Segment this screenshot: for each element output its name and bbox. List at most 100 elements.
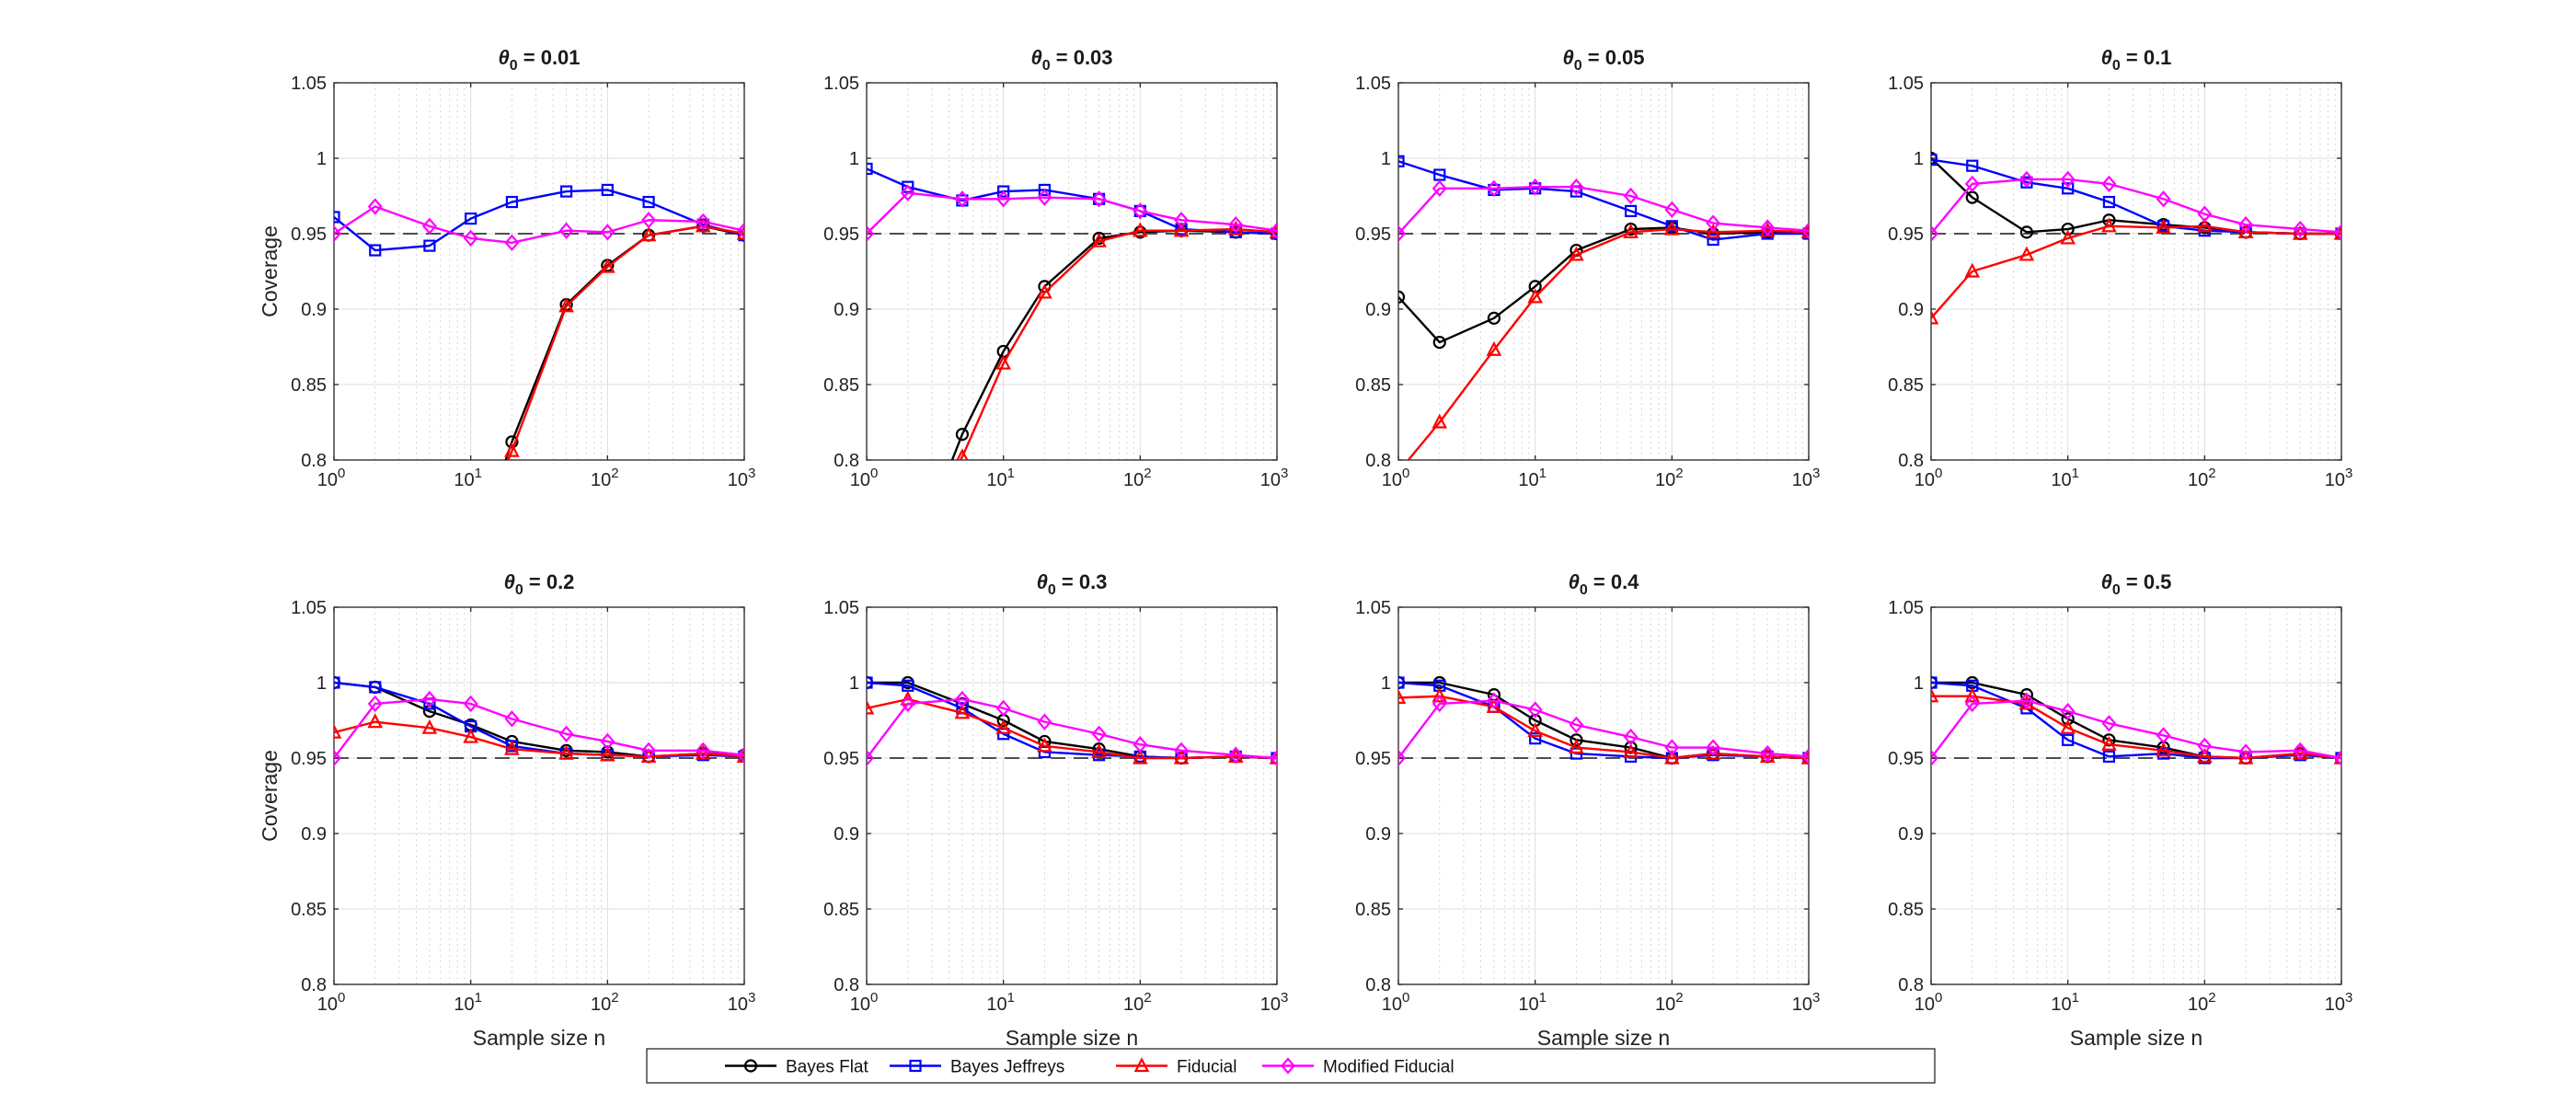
data-point-fiducial bbox=[1527, 288, 1543, 304]
plot-area bbox=[1398, 83, 1809, 460]
series-line-modified-fiducial bbox=[334, 697, 744, 759]
series-line-bayes-jeffreys bbox=[334, 189, 744, 252]
legend-item-modified-fiducial: Modified Fiducial bbox=[1262, 1057, 1455, 1077]
y-tick-label: 0.8 bbox=[1898, 975, 1924, 995]
series-layer bbox=[1398, 155, 1809, 460]
y-tick-label: 0.95 bbox=[291, 749, 327, 769]
panel-title: θ0 = 0.4 bbox=[1569, 570, 1640, 598]
panel-title: θ0 = 0.2 bbox=[504, 570, 575, 598]
data-point-modified-fiducial bbox=[1037, 713, 1052, 730]
data-point-bayes-jeffreys bbox=[1433, 168, 1446, 181]
data-point-modified-fiducial bbox=[1091, 725, 1107, 742]
data-point-modified-fiducial bbox=[558, 725, 574, 742]
series-layer bbox=[867, 162, 1277, 460]
data-point-modified-fiducial bbox=[1623, 187, 1639, 205]
data-point-fiducial bbox=[1133, 222, 1148, 237]
axes-box bbox=[333, 606, 745, 985]
y-tick-label: 1 bbox=[1914, 149, 1924, 169]
series-line-fiducial bbox=[1407, 227, 1809, 460]
data-point-modified-fiducial bbox=[696, 213, 711, 231]
chart-panel-7: 0.8 0.85 0.9 0.95 1 1.05 100 101 102 103 θ0 = 0.4 S… bbox=[1355, 570, 1820, 1050]
data-point-bayes-flat bbox=[1570, 733, 1583, 747]
series-modified-fiducial bbox=[1398, 178, 1809, 243]
data-point-modified-fiducial bbox=[1398, 224, 1406, 243]
y-tick-label: 1.05 bbox=[291, 598, 327, 618]
data-point-bayes-jeffreys bbox=[334, 676, 340, 689]
data-point-bayes-jeffreys bbox=[867, 676, 873, 689]
data-point-modified-fiducial bbox=[954, 690, 970, 708]
data-point-bayes-jeffreys bbox=[505, 195, 519, 209]
data-point-fiducial bbox=[2237, 223, 2254, 238]
chart-panel-1: 0.8 0.85 0.9 0.95 1 1.05 100 101 102 103 θ0 = 0.01… bbox=[258, 46, 755, 490]
data-point-fiducial bbox=[1173, 749, 1190, 765]
y-tick-label: 0.85 bbox=[1888, 900, 1924, 920]
data-point-bayes-flat bbox=[505, 435, 519, 449]
data-point-bayes-jeffreys bbox=[2062, 182, 2075, 195]
data-point-modified-fiducial bbox=[867, 224, 874, 243]
y-tick-label: 0.95 bbox=[1355, 224, 1391, 245]
y-tick-label: 0.85 bbox=[291, 900, 327, 920]
data-point-fiducial bbox=[2060, 719, 2076, 734]
legend-marker bbox=[1281, 1057, 1295, 1075]
data-point-fiducial bbox=[1091, 232, 1107, 247]
x-axis-label: Sample size n bbox=[473, 1026, 605, 1050]
legend-label: Modified Fiducial bbox=[1323, 1058, 1455, 1077]
chart-panel-2: 0.8 0.85 0.9 0.95 1 1.05 100 101 102 103 θ0 = 0.03 bbox=[823, 46, 1288, 490]
x-tick-label: 102 bbox=[2188, 990, 2216, 1015]
legend-label: Fiducial bbox=[1177, 1058, 1236, 1077]
x-tick-label: 103 bbox=[1792, 466, 1821, 490]
data-point-modified-fiducial bbox=[1623, 728, 1639, 746]
data-point-fiducial bbox=[2156, 742, 2171, 757]
y-tick-label: 0.85 bbox=[1355, 375, 1391, 396]
series-modified-fiducial bbox=[1931, 692, 2341, 767]
data-point-modified-fiducial bbox=[421, 690, 437, 708]
data-point-fiducial bbox=[1705, 223, 1721, 238]
panel-title: θ0 = 0.05 bbox=[1562, 46, 1644, 74]
data-point-bayes-jeffreys bbox=[2102, 195, 2116, 209]
data-point-bayes-flat bbox=[2061, 712, 2075, 726]
series-line-fiducial bbox=[959, 227, 1277, 460]
y-tick-label: 0.85 bbox=[1355, 900, 1391, 920]
data-point-fiducial bbox=[1486, 340, 1502, 356]
data-point-bayes-jeffreys bbox=[997, 185, 1010, 198]
data-point-fiducial bbox=[2237, 749, 2254, 765]
data-point-modified-fiducial bbox=[1664, 201, 1680, 218]
series-layer bbox=[1931, 675, 2341, 767]
data-point-bayes-flat bbox=[1432, 335, 1446, 350]
axes-box bbox=[866, 82, 1278, 461]
y-tick-label: 0.95 bbox=[823, 224, 859, 245]
axes-box bbox=[333, 82, 745, 461]
data-point-modified-fiducial bbox=[2018, 692, 2034, 709]
data-point-fiducial bbox=[736, 747, 744, 763]
data-point-modified-fiducial bbox=[2197, 205, 2213, 223]
data-point-fiducial bbox=[1486, 697, 1502, 713]
data-point-modified-fiducial bbox=[600, 224, 615, 241]
data-point-modified-fiducial bbox=[2293, 220, 2308, 238]
data-point-fiducial bbox=[867, 699, 875, 715]
data-point-modified-fiducial bbox=[737, 746, 744, 764]
y-tick-label: 1 bbox=[1381, 149, 1391, 169]
data-point-fiducial bbox=[1664, 220, 1680, 236]
data-point-fiducial bbox=[954, 704, 971, 719]
data-point-modified-fiducial bbox=[2293, 742, 2308, 759]
axes-box bbox=[1930, 606, 2342, 985]
y-tick-label: 1 bbox=[1381, 673, 1391, 694]
y-tick-label: 0.9 bbox=[1365, 300, 1391, 320]
y-tick-label: 0.9 bbox=[834, 300, 859, 320]
data-point-modified-fiducial bbox=[1432, 179, 1447, 197]
x-tick-label: 100 bbox=[1382, 990, 1410, 1015]
y-tick-label: 0.8 bbox=[1365, 975, 1391, 995]
data-point-fiducial bbox=[504, 740, 520, 755]
data-point-bayes-jeffreys bbox=[369, 244, 382, 257]
data-point-fiducial bbox=[558, 297, 574, 313]
data-point-bayes-jeffreys bbox=[1931, 676, 1938, 689]
data-point-modified-fiducial bbox=[2101, 175, 2117, 193]
y-tick-label: 0.8 bbox=[301, 975, 327, 995]
data-point-fiducial bbox=[367, 713, 384, 729]
chart-panel-3: 0.8 0.85 0.9 0.95 1 1.05 100 101 102 103 θ0 = 0.05 bbox=[1355, 46, 1820, 490]
data-point-modified-fiducial bbox=[641, 212, 657, 229]
legend-marker bbox=[743, 1059, 758, 1073]
data-point-bayes-jeffreys bbox=[642, 195, 655, 209]
data-point-fiducial bbox=[1091, 743, 1107, 759]
series-line-fiducial bbox=[1931, 224, 2341, 319]
